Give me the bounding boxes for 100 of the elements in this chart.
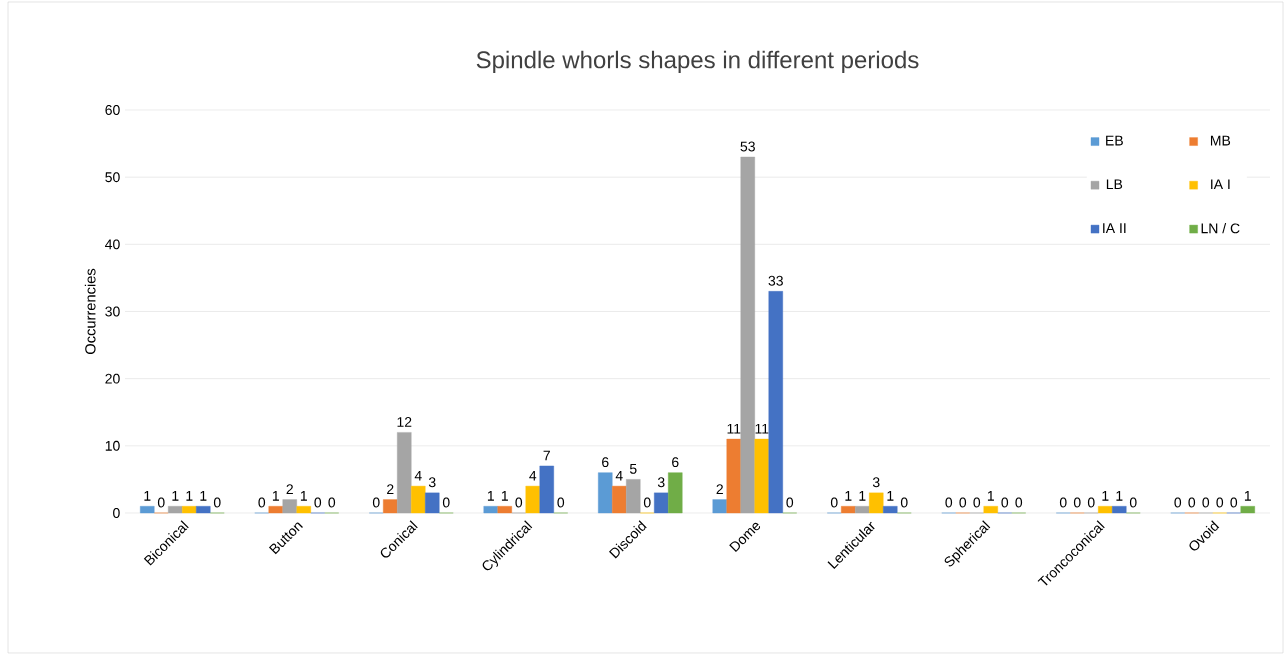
bar — [768, 291, 783, 514]
data-label: 1 — [859, 491, 866, 501]
bar — [598, 472, 613, 514]
data-label: 4 — [529, 470, 537, 481]
bar — [1112, 506, 1127, 514]
data-label: 0 — [786, 497, 794, 508]
data-label: 0 — [1129, 497, 1137, 508]
bar — [612, 485, 627, 514]
data-label: 1 — [887, 491, 894, 501]
legend-label: IA I — [1211, 179, 1230, 190]
data-label: 0 — [959, 497, 967, 508]
bar — [855, 506, 870, 514]
bar — [1098, 506, 1113, 514]
bar — [483, 506, 498, 514]
data-label: 1 — [1102, 491, 1109, 501]
data-label: 1 — [172, 491, 179, 501]
bar — [168, 506, 183, 514]
data-label: 0 — [314, 497, 322, 508]
y-tick-label: 20 — [105, 373, 120, 384]
data-label: 3 — [428, 477, 436, 488]
data-label: 1 — [987, 491, 994, 501]
data-label: 0 — [328, 497, 336, 508]
bar — [983, 506, 998, 514]
bar — [383, 499, 398, 514]
bar — [268, 506, 283, 514]
bar — [883, 506, 898, 514]
data-label: 0 — [442, 497, 450, 508]
data-label: 0 — [830, 497, 838, 508]
bar — [668, 472, 683, 514]
legend-label: LN / C — [1201, 223, 1240, 234]
data-label: 1 — [144, 491, 151, 501]
y-tick-label: 40 — [105, 239, 120, 250]
data-label: 1 — [501, 491, 508, 501]
bar — [425, 492, 440, 514]
data-label: 2 — [286, 484, 293, 494]
y-tick-label: 0 — [113, 508, 120, 518]
data-label: 0 — [557, 497, 565, 508]
bar — [411, 485, 426, 514]
data-label: 0 — [1202, 497, 1210, 508]
data-label: 1 — [300, 491, 307, 501]
data-label: 33 — [768, 275, 783, 286]
data-label: 1 — [845, 491, 852, 501]
data-label: 0 — [1073, 497, 1081, 508]
data-label: 1 — [1116, 491, 1123, 501]
y-tick-label: 10 — [105, 440, 120, 451]
y-tick-label: 60 — [105, 105, 120, 115]
data-label: 0 — [1087, 497, 1095, 508]
bar — [654, 492, 669, 514]
legend-label: IA II — [1103, 223, 1126, 233]
data-label: 0 — [945, 497, 953, 508]
bar — [282, 499, 297, 514]
bar — [296, 506, 311, 514]
legend-label: EB — [1106, 135, 1123, 146]
data-label: 0 — [1216, 497, 1224, 508]
data-label: 0 — [515, 497, 523, 508]
bar — [1240, 506, 1255, 514]
data-label: 0 — [258, 497, 266, 508]
bar — [140, 506, 155, 514]
bar — [182, 506, 197, 514]
data-label: 0 — [1188, 497, 1196, 508]
data-label: 11 — [755, 423, 769, 434]
data-label: 1 — [186, 491, 193, 501]
data-label: 6 — [602, 457, 609, 468]
legend-label: LB — [1106, 179, 1123, 190]
bar — [525, 485, 540, 514]
data-label: 0 — [1059, 497, 1067, 508]
bar — [497, 506, 512, 514]
data-label: 0 — [1001, 497, 1009, 508]
bar — [841, 506, 856, 514]
bar — [726, 438, 741, 514]
bar — [397, 432, 412, 514]
y-tick-label: 50 — [105, 172, 120, 183]
data-label: 0 — [1174, 497, 1182, 508]
data-label: 6 — [672, 457, 679, 468]
data-label: 53 — [740, 141, 755, 152]
data-label: 1 — [487, 491, 494, 501]
data-label: 1 — [200, 491, 207, 501]
data-label: 0 — [213, 497, 221, 508]
bar — [869, 492, 884, 514]
data-label: 3 — [872, 477, 880, 488]
data-label: 3 — [657, 477, 665, 488]
data-label: 0 — [900, 497, 908, 508]
data-label: 5 — [629, 464, 637, 474]
data-label: 0 — [372, 497, 380, 508]
data-label: 2 — [716, 484, 723, 494]
data-label: 7 — [543, 450, 550, 461]
bar — [740, 156, 755, 514]
data-label: 4 — [414, 470, 422, 481]
data-label: 0 — [973, 497, 981, 508]
y-tick-label: 30 — [105, 306, 120, 317]
bar — [754, 438, 769, 514]
data-label: 0 — [157, 497, 165, 508]
data-label: 0 — [1230, 497, 1238, 508]
data-label: 1 — [272, 491, 279, 501]
data-label: 11 — [727, 423, 741, 434]
data-label: 0 — [1015, 497, 1023, 508]
data-label: 2 — [387, 484, 394, 494]
data-label: 1 — [1244, 491, 1251, 501]
bar — [539, 465, 554, 514]
bar — [626, 479, 641, 514]
